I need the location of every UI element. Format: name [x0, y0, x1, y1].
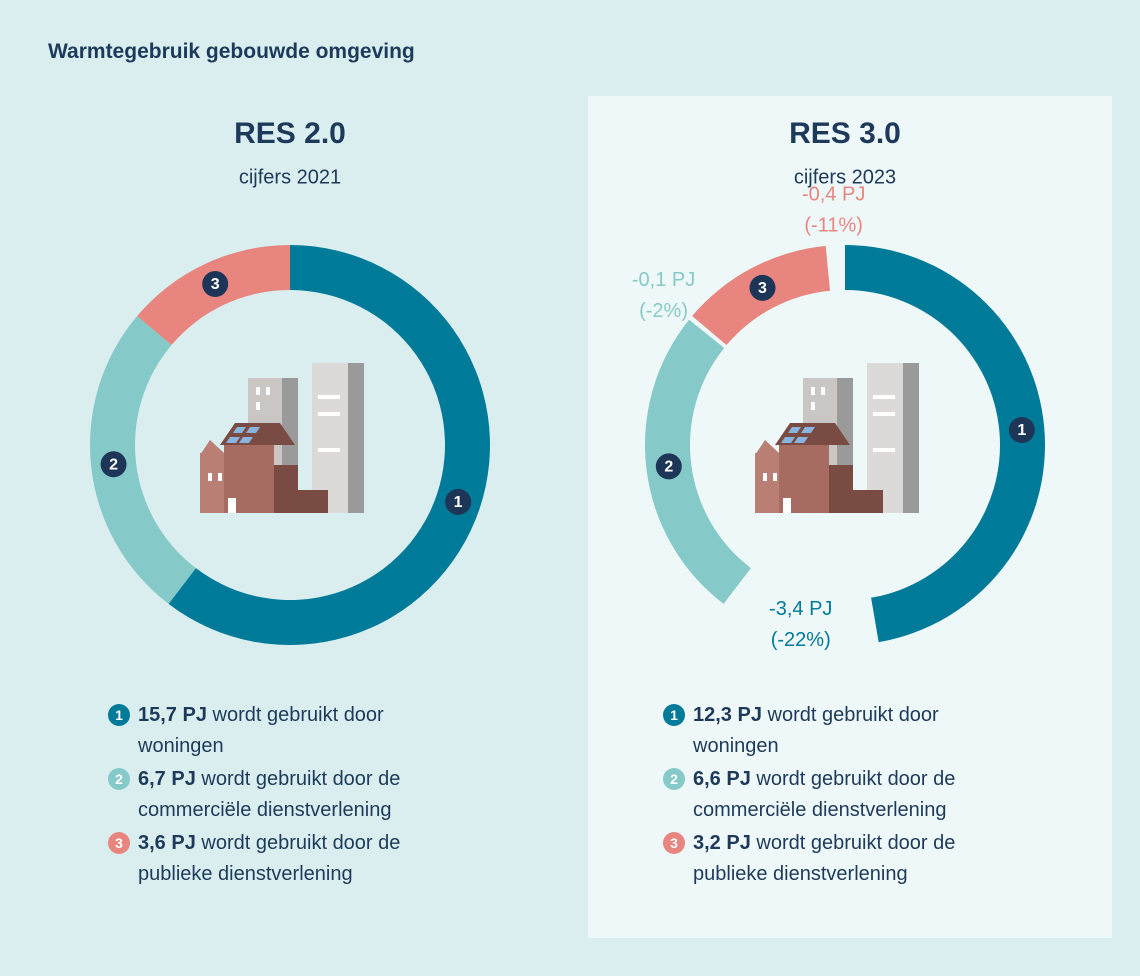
change-percent-label: (-22%) [771, 629, 831, 651]
legend: 1 15,7 PJ wordt gebruikt door woningen 2 6,… [108, 700, 448, 892]
segment-number: 3 [758, 280, 767, 297]
segment-number: 3 [211, 276, 220, 293]
legend-text: wordt gebruikt door woningen [693, 704, 939, 757]
donut-segment [645, 319, 751, 604]
legend-item: 3 3,6 PJ wordt gebruikt door de publieke … [108, 828, 448, 890]
legend-text: wordt gebruikt door de commerciële diens… [138, 768, 401, 821]
segment-number: 2 [109, 456, 118, 473]
legend-value: 6,7 PJ [138, 768, 196, 790]
donut-segment [168, 245, 491, 645]
donut-segment [90, 316, 196, 604]
building-icon [200, 363, 364, 513]
segment-marker [445, 488, 472, 515]
legend-number: 2 [663, 768, 685, 790]
change-label: -3,4 PJ [769, 598, 832, 620]
legend-number: 1 [108, 704, 130, 726]
legend-value: 12,3 PJ [693, 704, 762, 726]
chart-title: RES 3.0 [789, 117, 901, 150]
legend-value: 3,2 PJ [693, 832, 751, 854]
legend-item: 3 3,2 PJ wordt gebruikt door de publieke … [663, 828, 1003, 890]
legend-number: 2 [108, 768, 130, 790]
legend-text: wordt gebruikt door de publieke dienstve… [693, 832, 956, 885]
change-label: -0,1 PJ [632, 269, 695, 291]
segment-marker [655, 453, 682, 480]
chart-subtitle: cijfers 2021 [239, 166, 341, 188]
legend-number: 3 [663, 832, 685, 854]
legend-text: wordt gebruikt door de publieke dienstve… [138, 832, 401, 885]
chart-title: RES 2.0 [234, 117, 346, 150]
legend-item: 1 12,3 PJ wordt gebruikt door woningen [663, 700, 1003, 762]
legend-value: 6,6 PJ [693, 768, 751, 790]
legend-text: wordt gebruikt door de commerciële diens… [693, 768, 956, 821]
change-label: -0,4 PJ [802, 184, 865, 206]
legend-number: 3 [108, 832, 130, 854]
page-title: Warmtegebruik gebouwde omgeving [48, 40, 415, 63]
change-percent-label: (-2%) [639, 300, 688, 322]
segment-number: 1 [1017, 422, 1026, 439]
legend-number: 1 [663, 704, 685, 726]
legend: 1 12,3 PJ wordt gebruikt door woningen 2 6,… [663, 700, 1003, 892]
segment-marker [100, 451, 127, 478]
chart-subtitle: cijfers 2023 [794, 166, 896, 188]
segment-number: 2 [664, 459, 673, 476]
legend-item: 2 6,6 PJ wordt gebruikt door de commercië… [663, 764, 1003, 826]
legend-value: 3,6 PJ [138, 832, 196, 854]
segment-marker [1008, 417, 1035, 444]
segment-number: 1 [454, 494, 463, 511]
change-percent-label: (-11%) [804, 215, 863, 237]
segment-marker [202, 271, 229, 298]
legend-item: 1 15,7 PJ wordt gebruikt door woningen [108, 700, 448, 762]
donut-segment [845, 245, 1045, 643]
segment-marker [749, 274, 776, 301]
legend-value: 15,7 PJ [138, 704, 207, 726]
legend-item: 2 6,7 PJ wordt gebruikt door de commercië… [108, 764, 448, 826]
building-icon [755, 363, 919, 513]
legend-text: wordt gebruikt door woningen [138, 704, 384, 757]
